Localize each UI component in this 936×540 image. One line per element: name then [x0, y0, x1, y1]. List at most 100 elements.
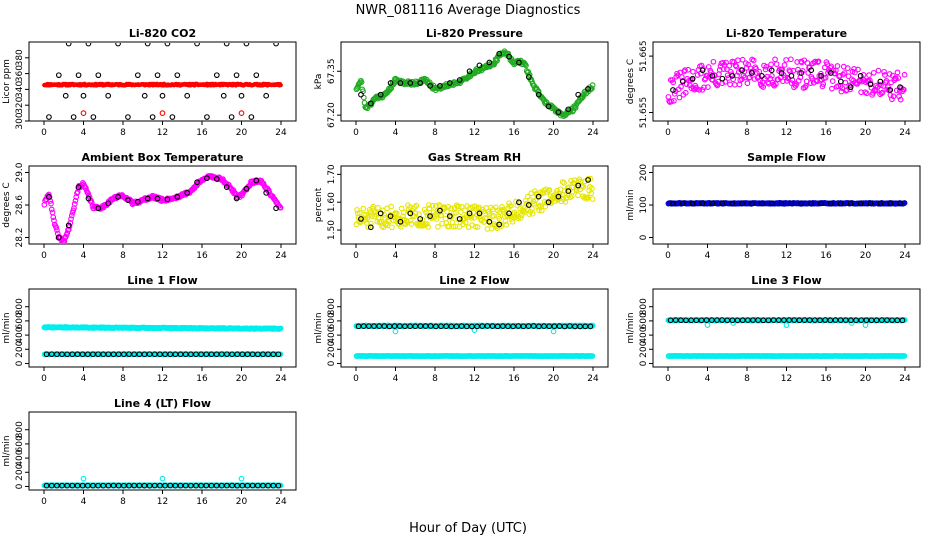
data-point: [263, 92, 270, 99]
y-tick-label: 600: [327, 312, 337, 329]
data-point: [90, 114, 97, 120]
data-point: [234, 351, 241, 358]
data-point: [146, 351, 153, 358]
panel-p6: Sample Flow ml/min 0 4 8 12 16 20 24 0 100 200: [626, 151, 921, 261]
data-point: [435, 224, 441, 230]
data-point: [476, 62, 483, 69]
series-1: [353, 353, 596, 360]
data-point: [734, 317, 741, 324]
data-point: [750, 317, 756, 323]
data-point: [406, 209, 413, 216]
data-point: [167, 351, 174, 358]
data-point: [510, 323, 516, 330]
data-point: [367, 224, 374, 231]
data-point: [829, 85, 835, 92]
data-point: [412, 210, 419, 217]
data-markers: [353, 175, 596, 232]
data-point: [694, 72, 701, 78]
y-axis-label: degrees C: [2, 182, 12, 227]
data-point: [893, 75, 899, 82]
data-point: [899, 317, 906, 324]
x-tick-label: 24: [275, 374, 287, 384]
x-tick-label: 16: [196, 374, 208, 384]
data-point: [260, 482, 266, 489]
data-point: [437, 83, 443, 89]
y-axis-label: ml/min: [626, 189, 636, 220]
y-tick-label: 0: [639, 234, 649, 240]
y-tick-label: 0: [639, 360, 649, 366]
data-point: [423, 209, 429, 216]
data-point: [845, 73, 852, 80]
data-point: [585, 177, 591, 183]
data-point: [589, 185, 595, 192]
y-tick-label: 800: [639, 298, 649, 315]
data-point: [275, 351, 282, 358]
y-axis-label: Licor ppm: [2, 59, 12, 104]
data-point: [719, 200, 726, 207]
data-point: [157, 351, 163, 358]
data-point: [875, 67, 882, 74]
data-point: [437, 207, 443, 214]
data-point: [151, 351, 158, 358]
data-point: [366, 323, 372, 330]
data-point: [755, 317, 762, 323]
data-point: [84, 482, 91, 489]
x-tick-label: 4: [705, 374, 711, 384]
x-tick-label: 4: [81, 497, 87, 507]
data-point: [535, 193, 542, 200]
data-point: [580, 94, 586, 100]
data-point: [670, 87, 676, 93]
data-point: [68, 216, 74, 222]
data-point: [584, 194, 591, 201]
data-point: [760, 317, 767, 324]
data-point: [546, 187, 553, 193]
series-2: [46, 43, 279, 120]
data-point: [193, 351, 199, 358]
x-tick-label: 12: [469, 374, 480, 384]
data-point: [61, 238, 68, 243]
data-point: [486, 218, 493, 225]
data-point: [901, 317, 908, 323]
data-point: [434, 208, 441, 214]
data-markers: [665, 200, 908, 207]
panel-p5: Gas Stream RH percent 0 4 8 12 16 20 24 1.50 1.60 1…: [314, 151, 609, 261]
data-point: [863, 90, 870, 97]
series-3: [355, 323, 594, 330]
data-point: [814, 59, 821, 65]
data-point: [887, 200, 894, 207]
panel-title: Line 3 Flow: [751, 274, 821, 287]
data-point: [900, 86, 907, 93]
data-point: [828, 63, 834, 70]
data-point: [55, 234, 62, 241]
data-point: [358, 216, 364, 222]
data-point: [499, 323, 506, 330]
data-point: [772, 56, 778, 63]
series-1: [80, 110, 245, 116]
data-point: [177, 351, 184, 358]
data-point: [177, 482, 184, 489]
data-point: [811, 317, 818, 323]
data-point: [455, 203, 462, 210]
data-point: [397, 218, 404, 225]
data-point: [249, 482, 256, 489]
series-0: [353, 175, 596, 232]
x-tick-label: 12: [469, 251, 480, 261]
x-tick-label: 4: [393, 128, 399, 138]
data-point: [85, 195, 92, 202]
x-tick-label: 24: [275, 128, 287, 138]
data-point: [198, 482, 204, 489]
data-point: [535, 91, 542, 98]
data-point: [213, 72, 220, 79]
data-point: [462, 219, 469, 226]
data-point: [555, 193, 562, 200]
data-point: [458, 323, 465, 329]
data-point: [538, 207, 545, 214]
series-1: [670, 200, 903, 207]
data-point: [253, 72, 260, 79]
data-point: [95, 351, 101, 358]
data-point: [901, 71, 908, 78]
x-tick-label: 12: [469, 128, 480, 138]
data-point: [469, 323, 475, 330]
data-point: [72, 197, 79, 204]
data-point: [474, 323, 480, 330]
